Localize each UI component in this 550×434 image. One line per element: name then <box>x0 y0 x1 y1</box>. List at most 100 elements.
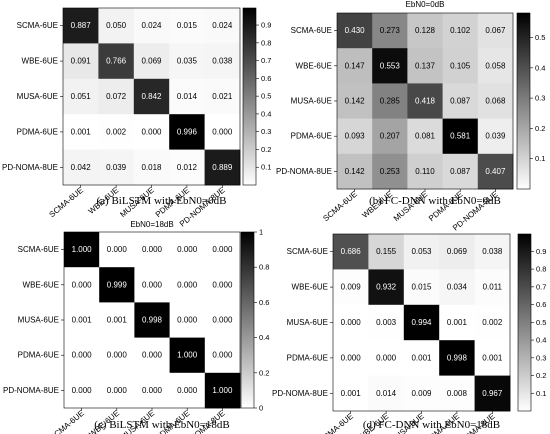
heatmap-cell <box>372 153 408 190</box>
cell-value-label: 0.000 <box>177 316 198 325</box>
cell-value-label: 0.932 <box>376 283 397 292</box>
heatmap-cell <box>372 118 408 155</box>
cell-value-label: 0.253 <box>380 167 401 176</box>
heatmap-cell <box>204 302 241 338</box>
cell-value-label: 0.766 <box>106 57 127 66</box>
heatmap-cell <box>477 83 514 119</box>
heatmap-cell <box>474 234 511 270</box>
panel-title: EbN0=0dB <box>406 0 445 9</box>
cell-value-label: 0.009 <box>411 389 432 398</box>
heatmap-cell <box>133 78 170 115</box>
heatmap-cell <box>368 304 405 341</box>
heatmap-cell <box>477 118 514 155</box>
cell-value-label: 0.273 <box>380 26 401 35</box>
row-label-scma-6ue: SCMA-6UE <box>287 247 328 256</box>
heatmap-cell <box>442 118 479 155</box>
cell-value-label: 0.000 <box>212 316 233 325</box>
cell-value-label: 0.994 <box>411 318 432 327</box>
cell-value-label: 0.889 <box>212 163 233 172</box>
cell-value-label: 0.038 <box>482 247 503 256</box>
heatmap-cell <box>169 372 206 409</box>
colorbar-tick-label: 0.9 <box>261 21 271 30</box>
heatmap-cell <box>407 83 443 119</box>
colorbar-tick-label: 0.5 <box>261 92 271 101</box>
colorbar-tick-label: 0.4 <box>536 336 546 345</box>
cell-value-label: 0.000 <box>212 351 233 360</box>
heatmap-cell <box>439 304 475 341</box>
heatmap-cell <box>63 149 99 186</box>
colorbar-tick-label: 0 <box>259 404 263 413</box>
cell-value-label: 0.001 <box>482 353 503 362</box>
cell-value-label: 0.002 <box>482 318 503 327</box>
colorbar-tick-label: 1 <box>259 228 263 237</box>
panel-caption: (b) FC-DNN with EbN0=0dB <box>369 195 501 207</box>
heatmap-cell <box>333 340 369 376</box>
cell-value-label: 0.000 <box>141 127 162 136</box>
cell-value-label: 0.001 <box>107 316 128 325</box>
cell-value-label: 0.147 <box>345 61 366 70</box>
heatmap-cell <box>439 375 475 412</box>
cell-value-label: 0.998 <box>142 316 163 325</box>
col-label-scma-6ue: SCMA-6UE <box>48 409 85 434</box>
heatmap-cell <box>439 340 475 376</box>
heatmap-cell <box>63 114 99 150</box>
heatmap-cell <box>204 372 241 409</box>
cell-value-label: 0.128 <box>415 26 436 35</box>
row-label-wbe-6ue: WBE-6UE <box>23 280 59 289</box>
cell-value-label: 0.091 <box>71 57 92 66</box>
cell-value-label: 0.001 <box>447 318 468 327</box>
colorbar-tick-label: 0.2 <box>259 368 269 377</box>
row-label-pd-noma-8ue: PD-NOMA-8UE <box>2 163 58 172</box>
heatmap-cell <box>169 78 205 115</box>
cell-value-label: 0.000 <box>107 351 128 360</box>
heatmap-cell <box>337 48 373 84</box>
colorbar-tick-label: 0.5 <box>535 33 545 42</box>
heatmap-cell <box>372 83 408 119</box>
cell-value-label: 0.418 <box>415 97 436 106</box>
heatmap-cell <box>368 269 405 306</box>
cell-value-label: 0.024 <box>212 21 233 30</box>
heatmap-cell <box>99 232 135 268</box>
heatmap-cell <box>204 232 241 268</box>
cell-value-label: 0.105 <box>450 61 471 70</box>
row-label-scma-6ue: SCMA-6UE <box>291 26 332 35</box>
colorbar-tick-label: 0.4 <box>535 63 545 72</box>
heatmap-cell <box>474 269 511 306</box>
cell-value-label: 0.102 <box>450 26 471 35</box>
cell-value-label: 0.069 <box>447 247 468 256</box>
heatmap-cell <box>98 149 135 186</box>
heatmap-cell <box>98 8 135 44</box>
cell-value-label: 0.051 <box>71 92 92 101</box>
colorbar-tick-label: 0.6 <box>536 300 546 309</box>
heatmap-cell <box>372 13 408 49</box>
cell-value-label: 0.087 <box>450 97 471 106</box>
heatmap-cell <box>474 304 511 341</box>
cell-value-label: 0.000 <box>142 280 163 289</box>
cell-value-label: 0.000 <box>72 351 93 360</box>
row-label-pdma-6ue: PDMA-6UE <box>291 132 332 141</box>
cell-value-label: 0.000 <box>212 245 233 254</box>
colorbar-tick-label: 0.2 <box>535 124 545 133</box>
panel-caption: (c) BiLSTM with EbN0=18dB <box>94 419 229 431</box>
heatmap-cell <box>99 267 135 303</box>
row-label-wbe-6ue: WBE-6UE <box>292 283 328 292</box>
heatmap-cell <box>204 43 241 80</box>
cell-value-label: 0.081 <box>415 132 436 141</box>
heatmap-cell <box>407 13 443 49</box>
heatmap-cell <box>169 8 205 44</box>
heatmap-cell <box>99 302 135 338</box>
heatmap-cell <box>169 114 205 150</box>
cell-value-label: 0.000 <box>376 353 397 362</box>
row-label-musa-6ue: MUSA-6UE <box>18 316 59 325</box>
cell-value-label: 0.000 <box>341 318 362 327</box>
heatmap-cell <box>333 234 369 270</box>
cell-value-label: 0.407 <box>485 167 506 176</box>
cell-value-label: 0.000 <box>341 353 362 362</box>
cell-value-label: 0.014 <box>177 92 198 101</box>
cell-value-label: 0.009 <box>341 283 362 292</box>
heatmap-cell <box>204 267 241 303</box>
heatmap-cell <box>477 13 514 49</box>
cell-value-label: 0.996 <box>177 127 198 136</box>
row-label-pdma-6ue: PDMA-6UE <box>18 351 59 360</box>
cell-value-label: 0.001 <box>341 389 362 398</box>
